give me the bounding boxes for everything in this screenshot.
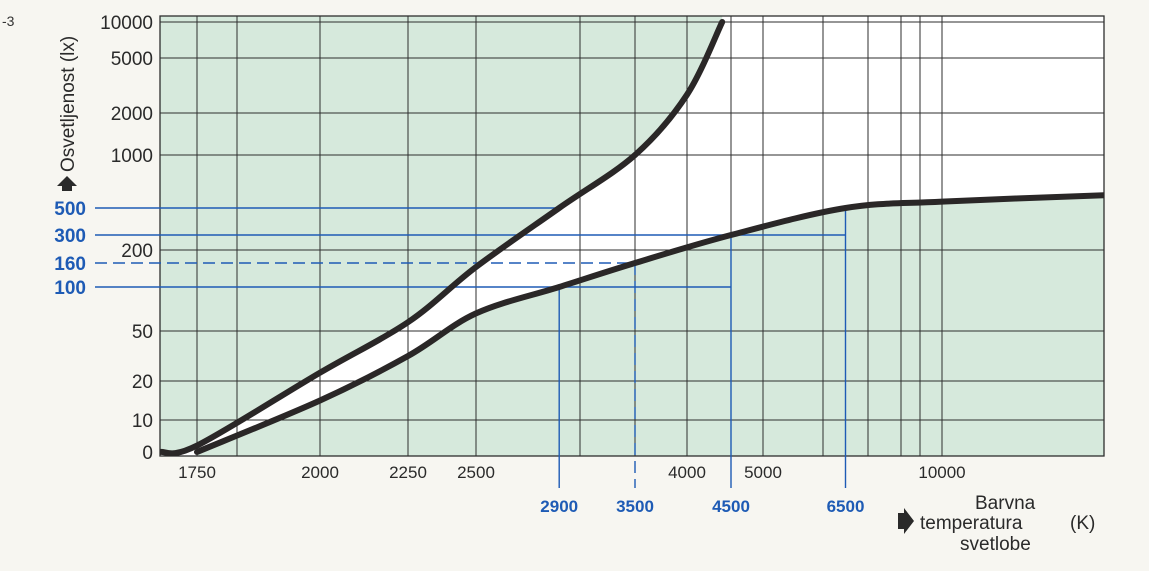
x-tick-label: 1750: [178, 463, 216, 482]
y-tick-label: 0: [142, 443, 153, 464]
curves: [160, 19, 1104, 456]
y-tick-label: 50: [132, 322, 153, 343]
lower-fill-region: [197, 195, 1104, 456]
corner-label: -3: [2, 13, 15, 29]
highlight-x-label: 4500: [712, 497, 750, 516]
highlight-y-label: 500: [54, 199, 86, 220]
y-tick-label: 2000: [111, 104, 153, 125]
x-axis-label-line2: temperatura: [920, 513, 1023, 534]
x-tick-label: 10000: [918, 463, 965, 482]
highlight-x-label: 2900: [540, 497, 578, 516]
y-tick-label: 5000: [111, 49, 153, 70]
x-tick-label: 2500: [457, 463, 495, 482]
y-tick-labels: 0 10 20 50 200 1000 2000 5000 10000: [100, 13, 153, 464]
x-arrow-icon: [898, 508, 914, 534]
y-axis-label-group: Osvetljenost (lx): [57, 36, 79, 191]
highlight-x-label: 6500: [827, 497, 865, 516]
x-axis-label-line1: Barvna: [975, 493, 1036, 514]
y-tick-label: 20: [132, 372, 153, 393]
x-axis-label-line3: svetlobe: [960, 534, 1031, 555]
upper-fill-region: [160, 16, 723, 456]
y-arrow-icon: [57, 176, 77, 191]
highlight-x-labels: 2900 3500 4500 6500: [540, 497, 864, 516]
x-tick-labels: 1750 2000 2250 2500 4000 5000 10000: [178, 463, 966, 482]
highlight-y-label: 300: [54, 226, 86, 247]
y-tick-label: 1000: [111, 146, 153, 167]
y-tick-label: 10000: [100, 13, 153, 34]
x-axis-label-unit: (K): [1070, 513, 1095, 534]
y-tick-label: 200: [121, 241, 153, 262]
x-axis-label-group: Barvna temperatura (K) svetlobe: [898, 493, 1095, 555]
y-axis-label: Osvetljenost (lx): [58, 36, 79, 172]
comfort-zone-fill: [160, 16, 1104, 456]
plot-frame: [159, 15, 1105, 457]
x-tick-label: 4000: [668, 463, 706, 482]
x-tick-label: 5000: [744, 463, 782, 482]
highlight-lines: [95, 207, 847, 488]
lower-boundary-curve: [194, 192, 1104, 455]
highlight-x-label: 3500: [616, 497, 654, 516]
y-tick-label: 10: [132, 411, 153, 432]
upper-boundary-curve: [160, 19, 726, 456]
highlight-y-labels: 500 300 160 100: [54, 199, 86, 299]
highlight-y-label: 100: [54, 278, 86, 299]
x-tick-label: 2250: [389, 463, 427, 482]
x-tick-label: 2000: [301, 463, 339, 482]
highlight-y-label: 160: [54, 254, 86, 275]
